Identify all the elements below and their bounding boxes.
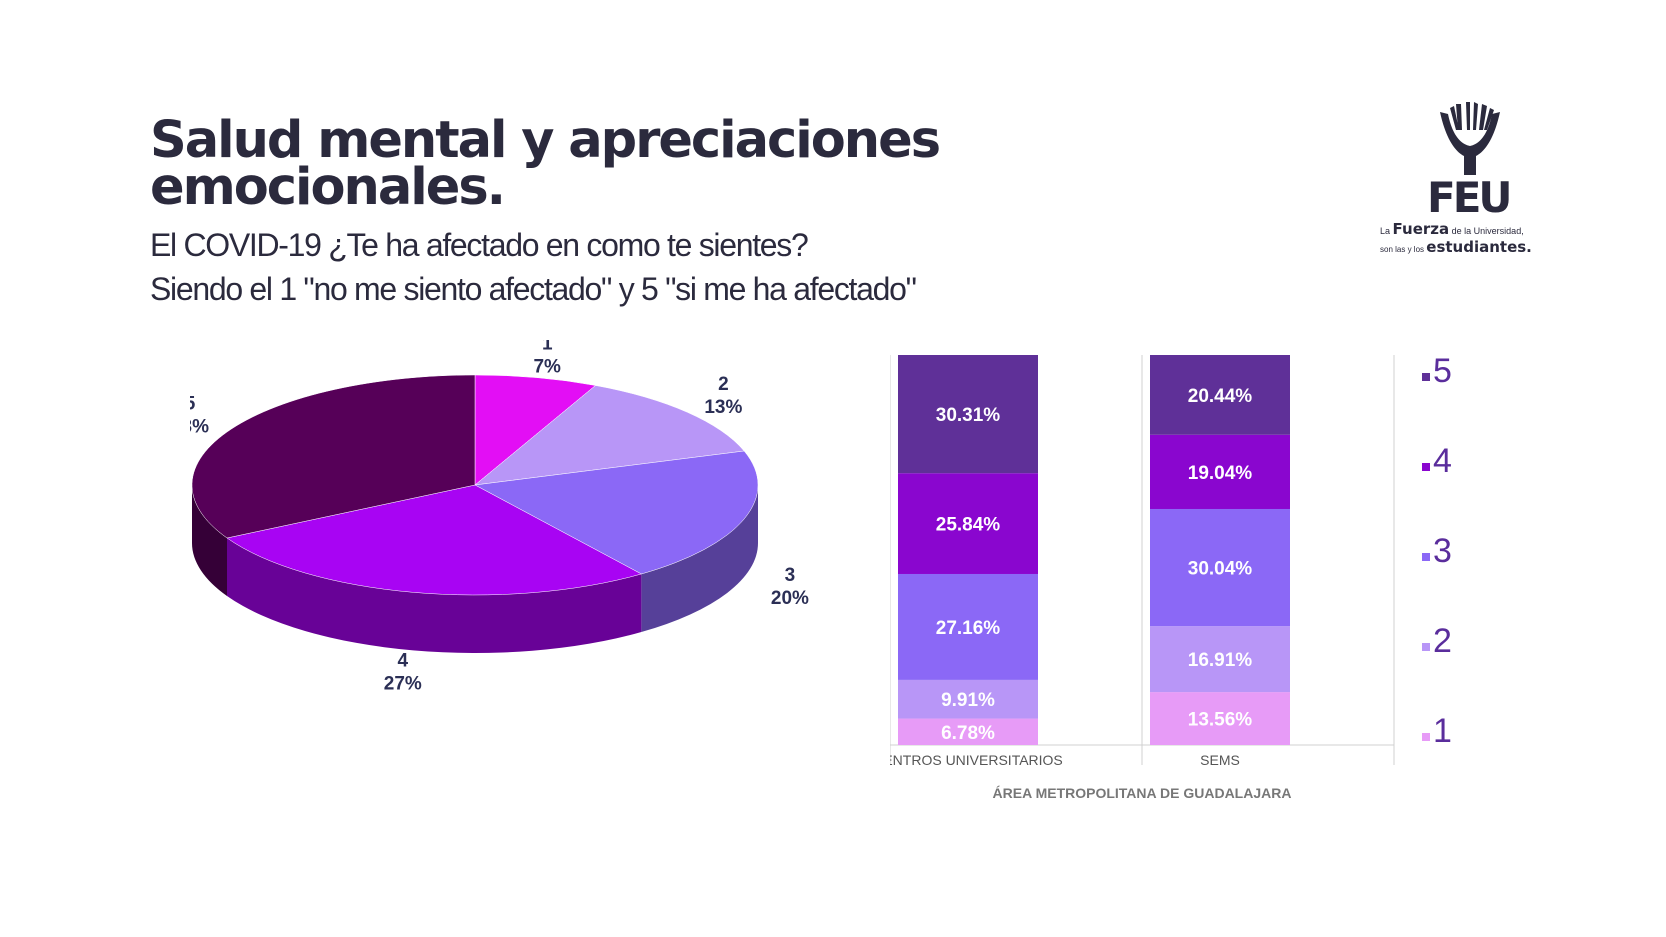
- bar-segment-2: [1150, 626, 1290, 693]
- pie-labels: 1 7% 213% 320% 427% 5 33%: [190, 340, 809, 695]
- scale-subtitle: Siendo el 1 "no me siento afectado" y 5 …: [150, 271, 917, 307]
- pie-slice-3: [474, 450, 759, 575]
- pie-side-3: [641, 485, 758, 632]
- bar-axes: CENTROS UNIVERSITARIOS SEMS ÁREA METROPOLI…: [890, 355, 1395, 801]
- question-subtitle: El COVID-19 ¿Te ha afectado en como te s…: [150, 227, 809, 263]
- legend-label-3: 3: [1433, 532, 1452, 570]
- bar-segment-3: [1150, 508, 1290, 627]
- x-axis-title: ÁREA METROPOLITANA DE GUADALAJARA: [993, 785, 1292, 801]
- legend-swatch-5: [1422, 373, 1430, 381]
- bar-segment-1: [898, 718, 1038, 745]
- legend: 5 4 3 2 1: [1422, 355, 1452, 750]
- pie-slice-4: [226, 484, 643, 596]
- category-label: CENTROS UNIVERSITARIOS: [890, 752, 1063, 768]
- legend-swatch-1: [1422, 733, 1430, 741]
- pie-label-value-1: 7%: [533, 356, 561, 377]
- bar-labels: 6.78% 9.91% 27.16% 25.84% 30.31% 13.56% 16.91%…: [936, 386, 1253, 744]
- bar-segment-4: [898, 473, 1038, 574]
- pie-label-value-3: 20%: [771, 588, 809, 609]
- pie-chart: 1 7% 213% 320% 427% 5 33%: [190, 340, 809, 695]
- pie-label-value-2: 13%: [704, 397, 742, 418]
- bar-value-label-5: 20.44%: [1188, 386, 1253, 407]
- pie-top: [191, 374, 759, 596]
- logo-tagline-line2: son las y los estudiantes.: [1380, 238, 1532, 256]
- legend-label-2: 2: [1433, 622, 1452, 660]
- pie-label-value-4: 27%: [384, 674, 422, 695]
- bar-segment-2: [898, 679, 1038, 719]
- pie-label-value-5: 33%: [190, 416, 209, 437]
- category-label: SEMS: [1200, 752, 1240, 768]
- legend-label-5: 5: [1433, 355, 1452, 390]
- pie-label-category-2: 2: [718, 374, 729, 395]
- pie-slice-1: [474, 374, 597, 486]
- bar-value-label-2: 16.91%: [1188, 650, 1253, 671]
- legend-label-1: 1: [1433, 712, 1452, 750]
- legend-swatch-3: [1422, 553, 1430, 561]
- pie-label-category-3: 3: [785, 565, 796, 586]
- bar-segment-5: [1150, 355, 1290, 435]
- bar-segments: [898, 355, 1290, 745]
- stacked-bar-chart: CENTROS UNIVERSITARIOS SEMS ÁREA METROPOLI…: [890, 355, 1452, 801]
- bar-segment-5: [898, 355, 1038, 474]
- hands-holding-book-icon: [1440, 102, 1500, 175]
- legend-swatch-4: [1422, 463, 1430, 471]
- pie-side-4: [227, 537, 642, 653]
- pie-slice-5: [191, 374, 476, 539]
- feu-logo: FEU La Fuerza de la Universidad, son las…: [1372, 100, 1572, 260]
- bar-value-label-4: 19.04%: [1188, 463, 1253, 484]
- bar-segment-3: [898, 573, 1038, 680]
- bar-segment-4: [1150, 434, 1290, 509]
- bar-value-label-4: 25.84%: [936, 515, 1001, 536]
- bar-value-label-3: 30.04%: [1188, 559, 1253, 580]
- pie-label-category-1: 1: [542, 340, 553, 354]
- pie-slice-2: [474, 385, 745, 486]
- pie-label-category-5: 5: [190, 393, 196, 414]
- bar-value-label-3: 27.16%: [936, 618, 1001, 639]
- legend-label-4: 4: [1433, 442, 1452, 480]
- bar-value-label-5: 30.31%: [936, 405, 1001, 426]
- bar-value-label-1: 13.56%: [1188, 710, 1253, 731]
- bar-segment-1: [1150, 692, 1290, 745]
- legend-swatch-2: [1422, 643, 1430, 651]
- feu-wordmark: FEU: [1427, 173, 1512, 222]
- bar-value-label-2: 9.91%: [941, 690, 995, 711]
- pie-label-category-4: 4: [397, 651, 408, 672]
- bar-value-label-1: 6.78%: [941, 723, 995, 744]
- logo-tagline-line1: La Fuerza de la Universidad,: [1380, 220, 1524, 238]
- slide-title: Salud mental y apreciaciones emocionales…: [150, 111, 941, 217]
